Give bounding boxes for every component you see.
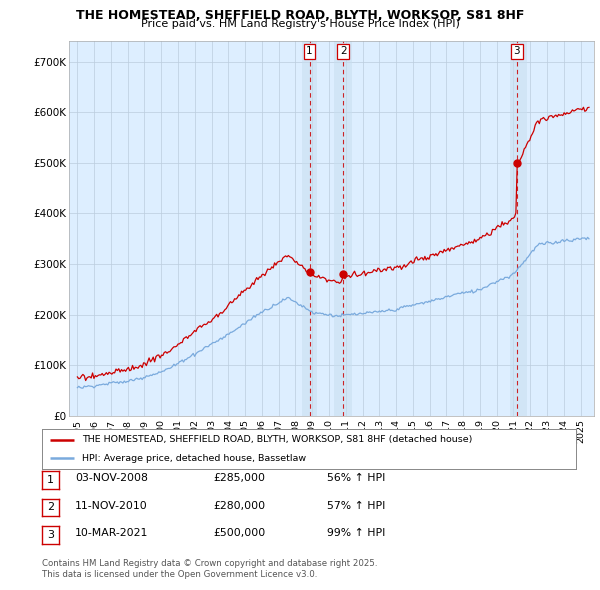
- Bar: [334, 41, 352, 416]
- Text: £500,000: £500,000: [213, 529, 265, 538]
- Text: 1: 1: [306, 47, 313, 57]
- Text: 03-NOV-2008: 03-NOV-2008: [75, 473, 148, 483]
- Text: THE HOMESTEAD, SHEFFIELD ROAD, BLYTH, WORKSOP, S81 8HF: THE HOMESTEAD, SHEFFIELD ROAD, BLYTH, WO…: [76, 9, 524, 22]
- Text: 57% ↑ HPI: 57% ↑ HPI: [327, 501, 385, 510]
- Text: THE HOMESTEAD, SHEFFIELD ROAD, BLYTH, WORKSOP, S81 8HF (detached house): THE HOMESTEAD, SHEFFIELD ROAD, BLYTH, WO…: [82, 435, 472, 444]
- Bar: [302, 41, 317, 416]
- Bar: [510, 41, 527, 416]
- Text: 99% ↑ HPI: 99% ↑ HPI: [327, 529, 385, 538]
- Text: 56% ↑ HPI: 56% ↑ HPI: [327, 473, 385, 483]
- Text: Contains HM Land Registry data © Crown copyright and database right 2025.: Contains HM Land Registry data © Crown c…: [42, 559, 377, 568]
- Text: This data is licensed under the Open Government Licence v3.0.: This data is licensed under the Open Gov…: [42, 571, 317, 579]
- Text: 3: 3: [47, 530, 54, 540]
- Text: £280,000: £280,000: [213, 501, 265, 510]
- Text: 11-NOV-2010: 11-NOV-2010: [75, 501, 148, 510]
- Text: HPI: Average price, detached house, Bassetlaw: HPI: Average price, detached house, Bass…: [82, 454, 306, 463]
- Text: 3: 3: [514, 47, 520, 57]
- Text: 2: 2: [47, 503, 54, 512]
- Text: 10-MAR-2021: 10-MAR-2021: [75, 529, 148, 538]
- Text: 1: 1: [47, 475, 54, 484]
- Text: Price paid vs. HM Land Registry's House Price Index (HPI): Price paid vs. HM Land Registry's House …: [140, 19, 460, 30]
- Text: 2: 2: [340, 47, 347, 57]
- Text: £285,000: £285,000: [213, 473, 265, 483]
